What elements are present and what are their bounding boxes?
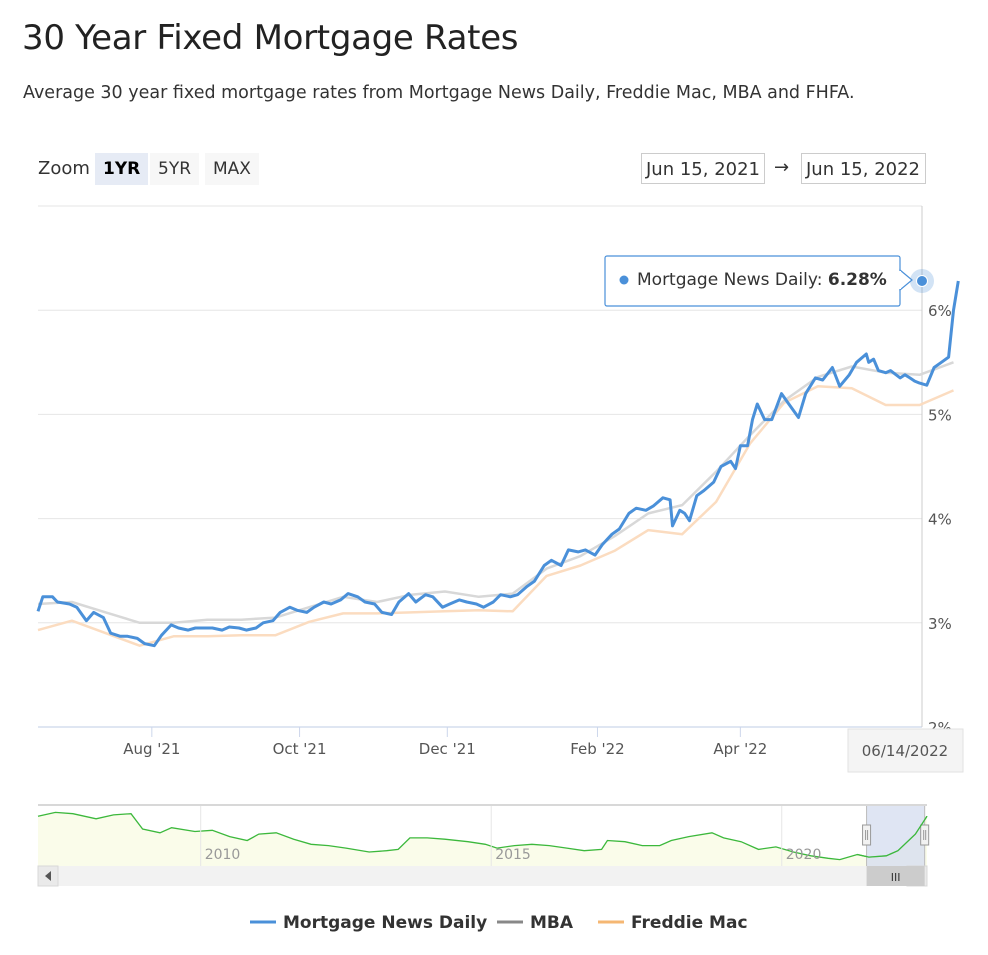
handle-grip[interactable] <box>862 824 872 846</box>
navigator-line <box>37 811 928 861</box>
zoom-5yr-button[interactable]: 5YR <box>150 153 200 185</box>
crosshair-date-flag: 06/14/2022 <box>847 728 964 773</box>
page-subtitle: Average 30 year fixed mortgage rates fro… <box>23 83 855 103</box>
navigator-year-label: 2010 <box>205 847 241 863</box>
hover-point[interactable] <box>916 275 928 288</box>
axes <box>38 206 923 737</box>
legend-label-mba: MBA <box>530 913 574 933</box>
scrollbar[interactable]: III <box>37 865 928 887</box>
y-tick-label: 4% <box>928 511 952 529</box>
navigator-area <box>38 812 927 866</box>
series-line-mba[interactable] <box>37 361 954 625</box>
navigator-labels: 2010 2015 2020 <box>200 806 822 866</box>
crosshair-date-box <box>847 728 964 773</box>
navigator-right-handle[interactable] <box>920 806 930 866</box>
x-tick-label: Feb '22 <box>570 740 625 758</box>
axis-labels: 2%3%4%5%6%Aug '21 Oct '21 Dec '21 Feb '22 Ap… <box>123 302 952 758</box>
scrollbar-grip-icon: III <box>891 871 901 884</box>
scrollbar-thumb[interactable] <box>866 866 925 886</box>
legend-item-mnd[interactable]: Mortgage News Daily <box>250 913 487 933</box>
zoom-label: Zoom <box>38 158 90 179</box>
x-tick-label: Apr '22 <box>713 740 767 758</box>
navigator-series <box>37 811 928 866</box>
y-tick-label: 3% <box>928 615 952 633</box>
tooltip-value: 6.28% <box>828 270 887 290</box>
zoom-1yr-button[interactable]: 1YR <box>95 153 149 185</box>
y-tick-label: 5% <box>928 406 952 424</box>
legend-label-mnd: Mortgage News Daily <box>283 913 487 933</box>
series-line-mortgage-news-daily[interactable] <box>36 280 960 648</box>
tooltip-series-name: Mortgage News Daily <box>637 270 818 290</box>
navigator-line-selected <box>857 815 928 858</box>
navigator[interactable]: 2010 2015 2020 <box>37 804 930 866</box>
navigator-year-label: 2020 <box>786 847 822 863</box>
navigator-year-label: 2015 <box>495 847 531 863</box>
page-title: 30 Year Fixed Mortgage Rates <box>22 18 519 58</box>
legend: Mortgage News Daily MBA Freddie Mac <box>250 913 748 933</box>
x-tick-label: Aug '21 <box>123 740 180 758</box>
range-to-input[interactable]: Jun 15, 2022 <box>801 153 926 184</box>
x-tick-label: Dec '21 <box>419 740 476 758</box>
scrollbar-track[interactable] <box>38 866 927 886</box>
handle-grip[interactable] <box>920 824 930 846</box>
tooltip-marker-icon <box>619 275 629 285</box>
range-arrow: → <box>774 157 790 178</box>
tooltip-pointer <box>899 268 913 292</box>
svg-text:Mortgage News Daily: 6.28%: Mortgage News Daily: 6.28% <box>637 270 887 290</box>
zoom-max-button[interactable]: MAX <box>205 153 259 185</box>
crosshair-date-label: 06/14/2022 <box>862 742 948 760</box>
legend-item-freddie[interactable]: Freddie Mac <box>598 913 748 933</box>
series-layer <box>36 269 960 648</box>
x-tick-label: Oct '21 <box>273 740 327 758</box>
series-line-freddie-mac[interactable] <box>37 385 954 647</box>
tooltip: Mortgage News Daily: 6.28% <box>604 255 913 307</box>
range-from-input[interactable]: Jun 15, 2021 <box>641 153 765 184</box>
legend-item-mba[interactable]: MBA <box>497 913 574 933</box>
legend-label-freddie: Freddie Mac <box>631 913 748 933</box>
scroll-left-arrow-icon <box>45 871 51 881</box>
y-tick-label: 6% <box>928 302 952 320</box>
